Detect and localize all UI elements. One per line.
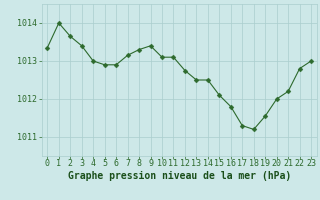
X-axis label: Graphe pression niveau de la mer (hPa): Graphe pression niveau de la mer (hPa) bbox=[68, 171, 291, 181]
